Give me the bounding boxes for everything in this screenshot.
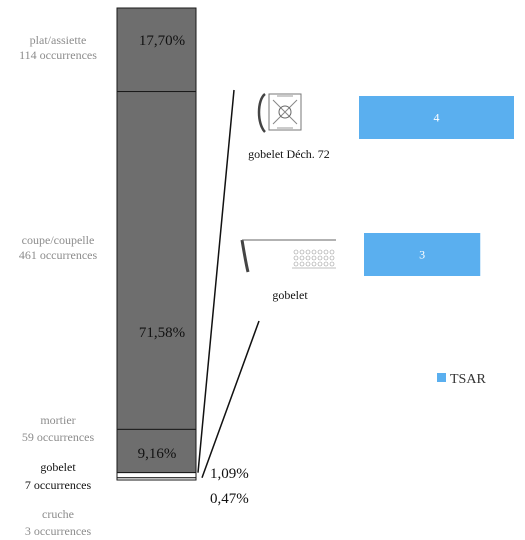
connector-line-top [197, 89, 235, 473]
category-label: gobelet [40, 460, 76, 474]
percent-label: 1,09% [210, 466, 249, 482]
stack-segment-plat-assiette [116, 7, 197, 93]
stacked-column [116, 7, 197, 481]
breakdown-label: gobelet Déch. 72 [248, 147, 330, 161]
goblet-dech72-drawing-icon [257, 93, 302, 133]
legend-label: TSAR [450, 372, 486, 387]
percent-label: 71,58% [139, 325, 185, 341]
breakdown-bar [359, 96, 514, 139]
breakdown-bar [364, 233, 481, 276]
stack-segment-mortier [116, 428, 197, 474]
stack-segment-coupe-coupelle [116, 91, 197, 430]
category-label: plat/assiette [30, 33, 87, 47]
connector-lines [197, 89, 260, 479]
breakdown-label: gobelet [272, 288, 308, 302]
category-label: coupe/coupelle [22, 233, 95, 247]
bar-value-label: 3 [419, 248, 425, 262]
occurrences-label: 3 occurrences [25, 524, 92, 538]
bar-value-label: 4 [434, 111, 440, 125]
percent-label: 0,47% [210, 491, 249, 507]
occurrences-label: 59 occurrences [22, 430, 95, 444]
occurrences-label: 7 occurrences [25, 478, 92, 492]
goblet-drawing-icon [240, 239, 336, 273]
breakdown-bars: 4 gobelet Déch. 72 3 gobelet [248, 96, 514, 302]
stack-segment-gobelet [116, 472, 197, 479]
percent-labels: 17,70% 71,58% 9,16% 1,09% 0,47% [138, 33, 249, 507]
stack-segment-cruche [116, 477, 197, 481]
category-label: cruche [42, 507, 74, 521]
legend-swatch [437, 373, 446, 382]
occurrences-label: 461 occurrences [19, 248, 98, 262]
percent-label: 9,16% [138, 446, 177, 462]
connector-line-bottom [201, 320, 260, 479]
occurrences-label: 114 occurrences [19, 48, 97, 62]
legend: TSAR [437, 372, 486, 387]
category-label: mortier [40, 413, 75, 427]
percent-label: 17,70% [139, 33, 185, 49]
